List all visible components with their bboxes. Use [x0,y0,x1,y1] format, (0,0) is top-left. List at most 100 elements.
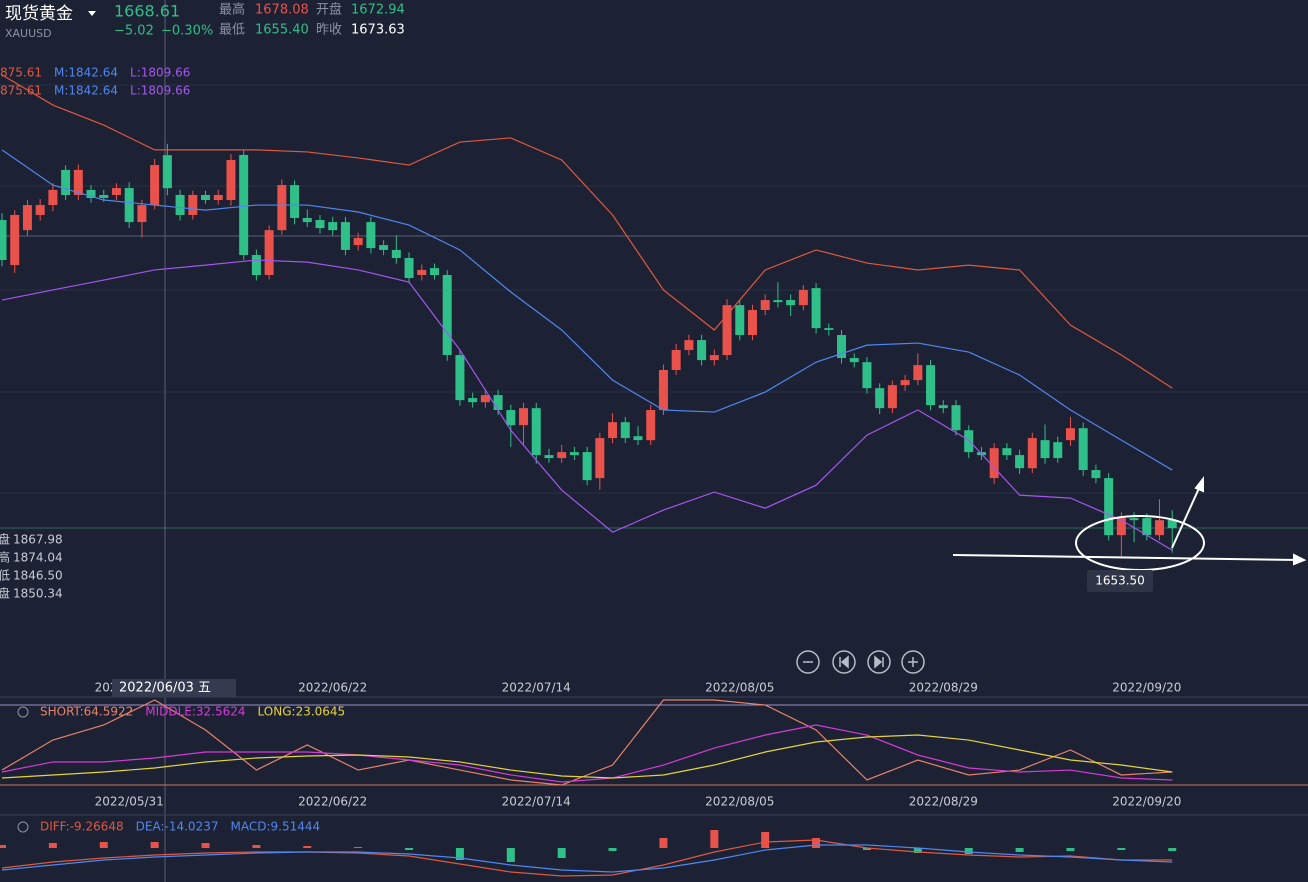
low-label: 最低 [219,23,245,38]
candle-body [735,305,745,336]
zoom-in[interactable] [901,650,925,674]
macd-bar [964,848,973,854]
legend-entry: DIFF:-9.26648 [40,820,124,834]
macd-bar [1168,848,1177,851]
legend-entry: 875.61 [0,66,42,80]
macd-bar [659,838,668,848]
candle-body [1015,455,1025,469]
macd-bar [812,838,821,848]
crosshair-row-label: 高 [0,550,10,565]
open: 1672.94 [351,3,405,18]
candle-body [468,398,478,403]
candle-body [531,408,541,456]
next[interactable] [867,650,891,674]
candle-body [391,249,401,258]
candle-body [913,365,923,381]
macd-bar [1015,848,1024,852]
candle-body [264,230,274,276]
macd-bar [710,830,719,848]
crosshair-date-box [112,679,236,697]
candle-body [811,288,821,329]
macd-bar [761,832,770,848]
candle-body [213,194,223,201]
candle-body [340,222,350,250]
candle-body [849,358,859,363]
zoom-out[interactable] [796,650,820,674]
settings-icons[interactable] [17,706,29,833]
candle-body [442,275,452,356]
candle-body [709,355,719,361]
candle-body [417,269,427,276]
macd-bar [48,843,57,848]
candle-body [124,188,134,223]
candle-body [1104,478,1114,536]
crosshair-info: 盘 1867.98 高 1874.04 低 1846.50 盘 1850.34 [0,532,63,601]
candle-body [1053,442,1063,459]
legend-entry: L:1809.66 [130,84,190,98]
high: 1678.08 [255,3,309,18]
crosshair-date: 2022/06/03 五 [119,681,211,696]
x-tick-label: 2022/08/05 [705,795,774,809]
series-line [1,699,1173,786]
candle-body [455,355,465,401]
high-label: 最高 [219,2,245,18]
change-pct: −0.30% [161,24,213,39]
candle-body [837,335,847,359]
price: 1668.61 [114,2,180,21]
candle-body [0,220,7,261]
candle-body [620,422,630,439]
candle-body [251,254,261,276]
open-label: 开盘 [316,2,342,18]
crosshair-row-value: 1846.50 [13,569,63,583]
candle-body [86,189,96,198]
controls [796,650,925,674]
candle-body [1002,448,1012,456]
x-tick-label: 2022/09/20 [1112,681,1181,695]
candle-body [111,188,121,195]
candle-body [493,395,503,411]
candle-body [964,430,974,453]
macd-bar [608,848,617,851]
candle-body [480,395,490,403]
legend-entry: MACD:9.51444 [230,820,320,834]
candle-body [824,328,834,330]
prev[interactable] [832,650,856,674]
x-tick-label: 2022/07/14 [502,681,571,695]
macd-bar [303,846,312,848]
low-box [1087,570,1153,592]
macd-bar [455,848,464,860]
legends: 875.61 M:1842.64 L:1809.66 875.61 M:1842.64 L… [0,66,345,834]
candle-body [1078,428,1088,471]
candle-body [1116,518,1126,536]
macd-bar [506,848,515,862]
crosshair-row-value: 1867.98 [13,533,63,547]
candle-body [188,194,198,215]
candle-body [137,205,147,223]
prev-close: 1673.63 [351,23,405,38]
legend-entry: 875.61 [0,84,42,98]
crosshair-row-label: 盘 [0,532,10,547]
candle-body [10,214,20,266]
candle-body [658,370,668,411]
x-tick-label: 2022/09/20 [1112,795,1181,809]
candle-body [175,194,185,215]
dropdown[interactable] [88,11,96,16]
x-tick-label: 2022/08/29 [909,795,978,809]
series-line [1,844,1173,873]
candle-body [608,422,618,439]
low-label: 1653.50 [1095,574,1145,588]
legend-entry: M:1842.64 [54,84,118,98]
candle-body [582,452,592,481]
candle-body [519,408,529,426]
candle-body [35,205,45,215]
candle-body [22,205,32,231]
legend-entry: MIDDLE:32.5624 [145,705,245,719]
legend-entry: L:1809.66 [130,66,190,80]
dates: 2022/05/31 2022/06/22 2022/07/14 2022/08/05… [95,681,1182,809]
candle-body [366,222,376,249]
candle-body [798,289,808,306]
macd-bar [913,848,922,853]
macd-bar [354,847,363,848]
macd-bar [1117,848,1126,850]
candle-body [150,165,160,206]
